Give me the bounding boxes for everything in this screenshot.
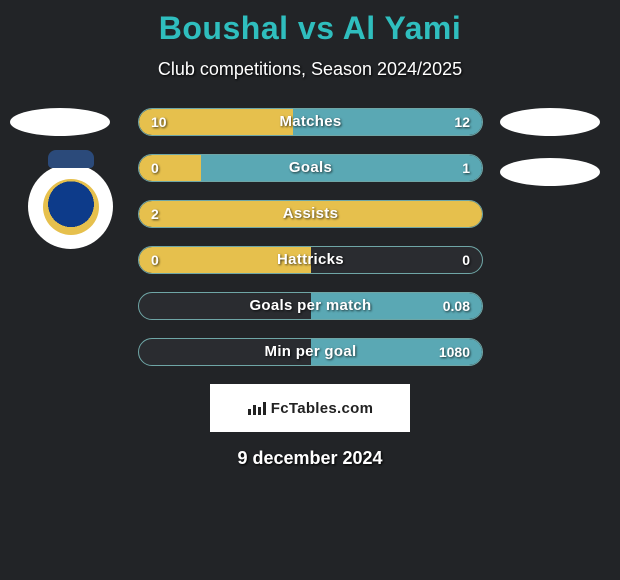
stat-row-goals-per-match: Goals per match 0.08 <box>138 292 483 320</box>
stat-label: Goals per match <box>139 293 482 319</box>
fctables-label: FcTables.com <box>271 400 374 417</box>
subtitle: Club competitions, Season 2024/2025 <box>0 59 620 80</box>
player-right-placeholder <box>500 108 600 136</box>
stat-right-value: 12 <box>454 109 470 135</box>
stat-label: Goals <box>139 155 482 181</box>
stat-row-matches: 10 Matches 12 <box>138 108 483 136</box>
stat-right-value: 1080 <box>439 339 470 365</box>
team-badge <box>28 164 113 249</box>
date-stamp: 9 december 2024 <box>0 448 620 469</box>
stat-right-value: 0 <box>462 247 470 273</box>
comparison-area: 10 Matches 12 0 Goals 1 2 Assists 0 Hatt… <box>0 108 620 366</box>
stat-label: Min per goal <box>139 339 482 365</box>
page-title: Boushal vs Al Yami <box>0 0 620 47</box>
badge-inner <box>43 179 99 235</box>
fctables-watermark: FcTables.com <box>210 384 410 432</box>
stat-bars: 10 Matches 12 0 Goals 1 2 Assists 0 Hatt… <box>138 108 483 366</box>
stat-label: Assists <box>139 201 482 227</box>
bars-icon <box>247 400 267 416</box>
stat-right-value: 1 <box>462 155 470 181</box>
stat-row-goals: 0 Goals 1 <box>138 154 483 182</box>
stat-right-value: 0.08 <box>443 293 470 319</box>
player-left-placeholder <box>10 108 110 136</box>
stat-label: Matches <box>139 109 482 135</box>
player-right-placeholder-2 <box>500 158 600 186</box>
stat-row-hattricks: 0 Hattricks 0 <box>138 246 483 274</box>
badge-crown-icon <box>48 150 94 168</box>
stat-row-assists: 2 Assists <box>138 200 483 228</box>
stat-label: Hattricks <box>139 247 482 273</box>
stat-row-min-per-goal: Min per goal 1080 <box>138 338 483 366</box>
